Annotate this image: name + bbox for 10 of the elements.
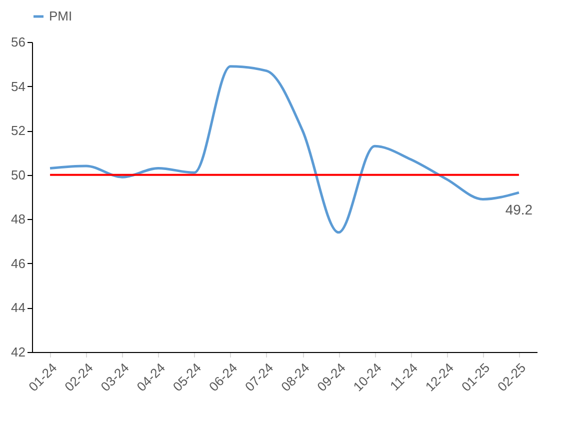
y-tick-label: 56 bbox=[11, 34, 26, 50]
data-label: 49.2 bbox=[505, 202, 533, 218]
legend-label: PMI bbox=[49, 8, 72, 24]
y-tick-label: 52 bbox=[11, 123, 26, 138]
y-tick-label: 42 bbox=[11, 344, 26, 360]
y-tick-label: 48 bbox=[11, 212, 26, 227]
y-tick-label: 46 bbox=[11, 256, 26, 271]
y-tick-label: 44 bbox=[11, 300, 26, 316]
y-tick-label: 50 bbox=[11, 167, 26, 182]
y-tick-label: 54 bbox=[11, 78, 26, 94]
